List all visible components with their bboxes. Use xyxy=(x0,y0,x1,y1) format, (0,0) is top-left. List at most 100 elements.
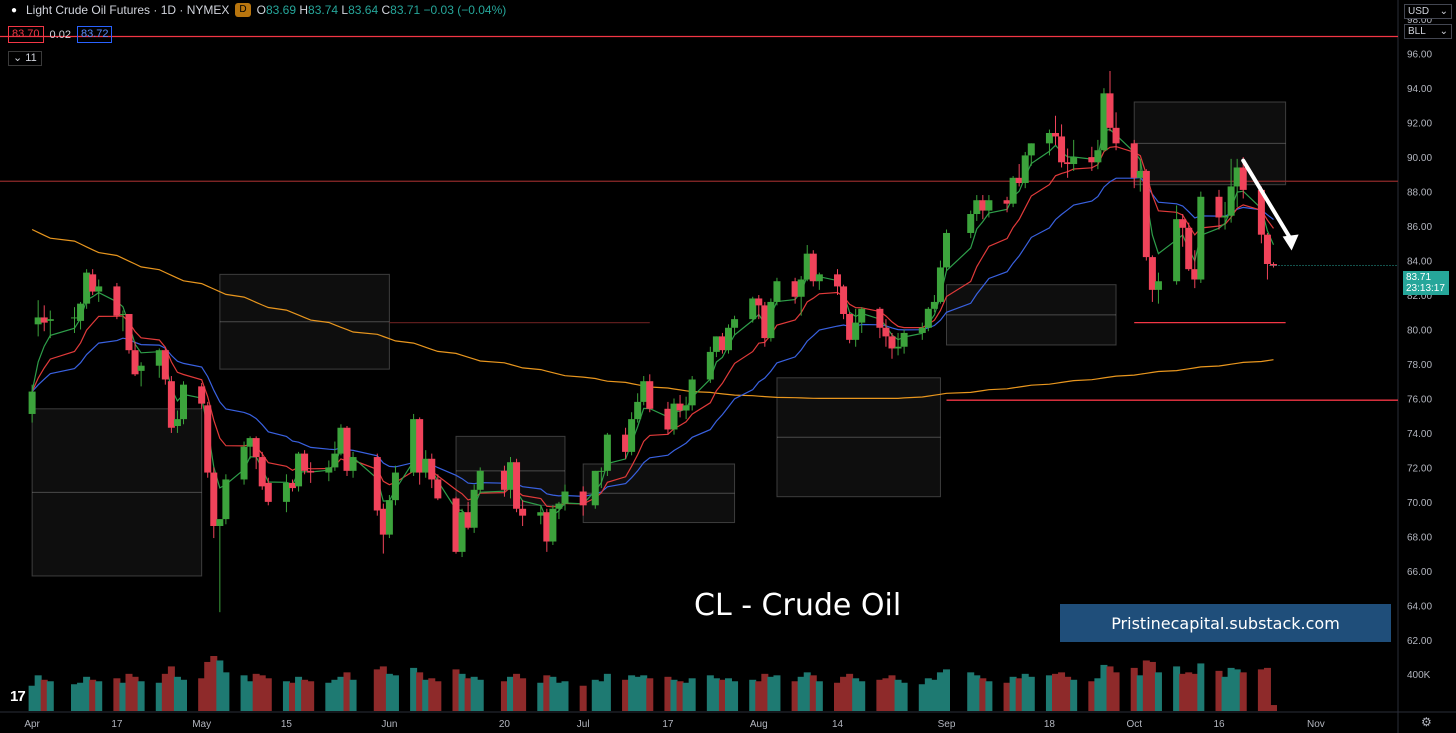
symbol-title[interactable]: Light Crude Oil Futures · 1D · NYMEX xyxy=(26,3,230,17)
candle-body xyxy=(815,274,823,282)
y-tick-label: 84.00 xyxy=(1407,257,1432,268)
substack-banner[interactable]: Pristinecapital.substack.com xyxy=(1060,604,1391,642)
candle xyxy=(1070,139,1078,171)
volume-bar xyxy=(216,660,224,711)
volume-bar xyxy=(95,681,103,711)
tradingview-logo[interactable]: 17 xyxy=(10,688,26,705)
volume-bar xyxy=(1106,666,1114,711)
candle xyxy=(888,332,896,359)
volume-bar xyxy=(1052,673,1059,711)
candle-body xyxy=(252,438,260,458)
trend-arrow xyxy=(1241,158,1294,243)
candle xyxy=(628,412,636,456)
candle-body xyxy=(434,479,442,499)
candle xyxy=(894,332,902,356)
candle-body xyxy=(718,336,726,351)
trend-arrow-head xyxy=(1282,234,1299,251)
volume-bar xyxy=(470,676,478,711)
volume-bar xyxy=(373,669,381,711)
candle xyxy=(936,260,944,304)
candle xyxy=(1088,146,1096,171)
gear-icon[interactable]: ⚙ xyxy=(1421,715,1432,729)
last-price: 83.71 xyxy=(1406,272,1432,283)
unit-selector[interactable]: BLL ⌄ xyxy=(1404,24,1452,39)
y-tick-label: 64.00 xyxy=(1407,601,1432,612)
volume-bar xyxy=(603,673,611,711)
volume-bar xyxy=(1191,673,1199,711)
volume-axis-label: 400K xyxy=(1407,670,1431,681)
candle xyxy=(791,277,799,304)
bid-ask-row: 83.70 0.02 83.72 xyxy=(8,26,113,43)
x-tick-label: 18 xyxy=(1044,719,1056,730)
candle-body xyxy=(507,462,514,490)
candle-body xyxy=(803,253,811,280)
zone-box xyxy=(219,273,390,370)
y-tick-label: 94.00 xyxy=(1407,84,1432,95)
candle xyxy=(979,195,987,220)
currency-selector[interactable]: USD ⌄ xyxy=(1404,4,1452,19)
volume-bar xyxy=(1270,705,1277,711)
candle-body xyxy=(876,308,884,328)
volume-bar xyxy=(1221,676,1229,711)
volume-bar xyxy=(682,682,690,711)
candle-body xyxy=(416,419,424,473)
volume-bar xyxy=(337,676,345,711)
volume-bar xyxy=(646,678,654,711)
volume-bar xyxy=(180,679,187,711)
candle xyxy=(761,301,769,347)
volume-bar xyxy=(1239,672,1247,711)
candle-body xyxy=(282,482,290,502)
indicators-toggle[interactable]: ⌄ 11 xyxy=(8,51,42,66)
candle-body xyxy=(391,472,399,501)
volume-bar xyxy=(89,679,97,711)
candle xyxy=(1052,115,1059,146)
volume-bar xyxy=(688,678,696,711)
candle-body xyxy=(1263,234,1271,264)
zone-box xyxy=(1133,101,1287,186)
candle xyxy=(1215,189,1223,230)
candle-body xyxy=(622,434,630,452)
candle xyxy=(391,465,399,506)
volume-bar xyxy=(113,678,121,711)
long-moving-average xyxy=(31,228,1274,399)
x-tick-label: Sep xyxy=(938,719,956,730)
candle xyxy=(264,477,272,506)
candle-body xyxy=(167,381,175,428)
candle-body xyxy=(337,427,345,454)
candle xyxy=(34,300,42,337)
volume-bar xyxy=(894,679,902,711)
volume-bar xyxy=(1227,667,1235,711)
volume-bar xyxy=(634,676,642,711)
volume-bar xyxy=(40,679,48,711)
bid-price[interactable]: 83.70 xyxy=(8,26,44,43)
candle xyxy=(77,301,85,330)
candle-body xyxy=(1112,127,1120,144)
volume-bar xyxy=(670,679,678,711)
candle xyxy=(1130,139,1138,189)
ask-price[interactable]: 83.72 xyxy=(76,26,113,43)
volume-bar xyxy=(1100,664,1108,711)
data-delay-badge[interactable]: D xyxy=(235,3,251,17)
candle-body xyxy=(210,472,218,526)
candle xyxy=(852,308,860,347)
candle-body xyxy=(307,470,315,473)
volume-bar xyxy=(349,679,357,711)
candle xyxy=(803,245,811,282)
candle-body xyxy=(1215,196,1223,218)
candle-body xyxy=(379,508,387,535)
volume-bar xyxy=(858,681,866,711)
y-tick-label: 72.00 xyxy=(1407,463,1432,474)
candle xyxy=(28,384,36,423)
volume-bar xyxy=(628,675,636,711)
candle-body xyxy=(410,419,418,473)
candle xyxy=(725,324,732,354)
candle xyxy=(301,450,309,475)
candle-body xyxy=(1191,269,1199,280)
candle xyxy=(331,441,339,471)
candle xyxy=(167,376,175,433)
candle-body xyxy=(918,327,926,333)
y-tick-label: 82.00 xyxy=(1407,291,1432,302)
candle xyxy=(967,210,975,239)
volume-bar xyxy=(622,679,630,711)
